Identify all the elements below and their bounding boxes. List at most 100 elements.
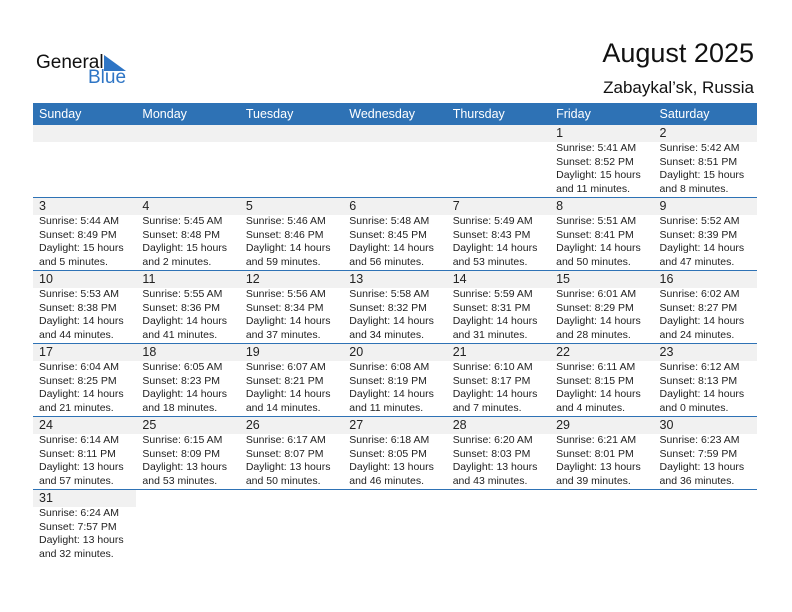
sunrise-text: Sunrise: 5:51 AM [556, 215, 637, 227]
week-row: 1 Sunrise: 5:41 AM Sunset: 8:52 PM Daylight… [33, 125, 757, 198]
daylight-text: Daylight: 14 hours [452, 315, 538, 327]
day-number: 23 [659, 345, 674, 359]
daylight-text: Daylight: 14 hours [349, 315, 434, 327]
minutes-text: and 34 minutes. [349, 328, 424, 341]
sunset-text: Sunset: 8:21 PM [245, 374, 324, 387]
sunrise-text: Sunrise: 5:41 AM [556, 142, 637, 154]
logo-triangle-icon [104, 55, 126, 71]
daylight-text: Daylight: 14 hours [556, 315, 641, 327]
sunrise-text: Sunrise: 6:11 AM [556, 361, 636, 373]
day-number: 15 [556, 272, 571, 286]
week-row: 17 Sunrise: 6:04 AM Sunset: 8:25 PM Dayligh… [33, 344, 757, 417]
sunrise-text: Sunrise: 6:23 AM [659, 434, 740, 446]
date-band [33, 271, 757, 288]
day-number: 8 [556, 199, 564, 213]
sunrise-text: Sunrise: 6:17 AM [245, 434, 326, 446]
day-cell: 5 Sunrise: 5:46 AM Sunset: 8:46 PM Daylight… [240, 198, 343, 269]
weekday-monday: Monday [142, 107, 187, 121]
daylight-text: Daylight: 14 hours [349, 388, 434, 400]
daylight-text: Daylight: 13 hours [349, 461, 434, 473]
sunset-text: Sunset: 8:32 PM [349, 301, 427, 314]
sunset-text: Sunset: 8:45 PM [349, 228, 427, 241]
day-cell: 9 Sunrise: 5:52 AM Sunset: 8:39 PM Daylight… [654, 198, 757, 269]
minutes-text: and 24 minutes. [659, 328, 735, 341]
sunset-text: Sunset: 8:05 PM [349, 447, 427, 460]
weekday-saturday: Saturday [659, 107, 710, 121]
logo-text-general: General [36, 52, 104, 73]
week-row: 31 Sunrise: 6:24 AM Sunset: 7:57 PM Dayligh… [33, 490, 137, 563]
page-title: August 2025 [602, 38, 754, 68]
minutes-text: and 39 minutes. [556, 474, 631, 487]
minutes-text: and 11 minutes. [349, 401, 424, 414]
day-cell: 15 Sunrise: 6:01 AM Sunset: 8:29 PM Dayligh… [550, 271, 653, 342]
sunrise-text: Sunrise: 6:14 AM [39, 434, 119, 446]
sunset-text: Sunset: 7:59 PM [659, 447, 738, 460]
minutes-text: and 11 minutes. [556, 182, 631, 195]
weekday-thursday: Thursday [452, 107, 505, 121]
day-number: 14 [452, 272, 467, 286]
minutes-text: and 5 minutes. [39, 255, 108, 268]
daylight-text: Daylight: 13 hours [452, 461, 538, 473]
day-cell: 14 Sunrise: 5:59 AM Sunset: 8:31 PM Dayligh… [447, 271, 550, 342]
daylight-text: Daylight: 14 hours [245, 242, 331, 254]
daylight-text: Daylight: 13 hours [659, 461, 745, 473]
day-number: 4 [142, 199, 150, 213]
sunset-text: Sunset: 8:29 PM [556, 301, 634, 314]
sunset-text: Sunset: 8:07 PM [245, 447, 324, 460]
sunrise-text: Sunrise: 5:42 AM [659, 142, 740, 154]
sunrise-text: Sunrise: 5:49 AM [452, 215, 533, 227]
day-cell: 18 Sunrise: 6:05 AM Sunset: 8:23 PM Dayligh… [136, 344, 239, 415]
location: Zabaykal’sk, Russia [603, 78, 754, 97]
day-number: 25 [142, 418, 157, 432]
minutes-text: and 2 minutes. [142, 255, 212, 268]
weekday-sunday: Sunday [39, 107, 82, 121]
day-cell: 13 Sunrise: 5:58 AM Sunset: 8:32 PM Dayligh… [343, 271, 446, 342]
sunset-text: Sunset: 8:43 PM [452, 228, 531, 241]
sunrise-text: Sunrise: 5:52 AM [659, 215, 740, 227]
minutes-text: and 21 minutes. [39, 401, 114, 414]
sunset-text: Sunset: 8:15 PM [556, 374, 634, 387]
day-number: 18 [142, 345, 157, 359]
sunset-text: Sunset: 8:52 PM [556, 155, 634, 168]
minutes-text: and 37 minutes. [245, 328, 321, 341]
minutes-text: and 28 minutes. [556, 328, 631, 341]
logo-text-blue: Blue [88, 67, 127, 88]
day-cell: 20 Sunrise: 6:08 AM Sunset: 8:19 PM Dayligh… [343, 344, 446, 415]
sunrise-text: Sunrise: 5:48 AM [349, 215, 430, 227]
day-number: 26 [245, 418, 260, 432]
day-cell: 27 Sunrise: 6:18 AM Sunset: 8:05 PM Dayligh… [343, 417, 446, 488]
sunrise-text: Sunrise: 6:24 AM [39, 507, 119, 519]
day-number: 16 [659, 272, 674, 286]
sunset-text: Sunset: 8:17 PM [452, 374, 531, 387]
day-number: 22 [556, 345, 571, 359]
daylight-text: Daylight: 13 hours [556, 461, 641, 473]
day-cell [447, 125, 550, 196]
daylight-text: Daylight: 15 hours [556, 169, 641, 181]
sunset-text: Sunset: 8:51 PM [659, 155, 738, 168]
day-number: 11 [142, 272, 156, 286]
daylight-text: Daylight: 14 hours [245, 388, 331, 400]
daylight-text: Daylight: 14 hours [39, 388, 124, 400]
sunrise-text: Sunrise: 5:53 AM [39, 288, 119, 300]
sunset-text: Sunset: 8:49 PM [39, 228, 117, 241]
minutes-text: and 53 minutes. [452, 255, 528, 268]
week-row: 3 Sunrise: 5:44 AM Sunset: 8:49 PM Daylight… [33, 198, 757, 271]
minutes-text: and 14 minutes. [245, 401, 321, 414]
daylight-text: Daylight: 14 hours [39, 315, 124, 327]
day-number: 2 [659, 126, 667, 140]
daylight-text: Daylight: 13 hours [245, 461, 331, 473]
day-cell: 3 Sunrise: 5:44 AM Sunset: 8:49 PM Daylight… [33, 198, 136, 269]
sunrise-text: Sunrise: 6:12 AM [659, 361, 740, 373]
day-cell [240, 125, 343, 196]
day-number: 27 [349, 418, 364, 432]
day-number: 21 [452, 345, 467, 359]
sunset-text: Sunset: 8:01 PM [556, 447, 634, 460]
sunrise-text: Sunrise: 6:18 AM [349, 434, 430, 446]
sunrise-text: Sunrise: 5:44 AM [39, 215, 119, 227]
sunset-text: Sunset: 8:48 PM [142, 228, 221, 241]
minutes-text: and 8 minutes. [659, 182, 729, 195]
sunset-text: Sunset: 8:11 PM [39, 447, 116, 460]
minutes-text: and 4 minutes. [556, 401, 625, 414]
date-band [33, 417, 757, 434]
sunset-text: Sunset: 8:36 PM [142, 301, 221, 314]
